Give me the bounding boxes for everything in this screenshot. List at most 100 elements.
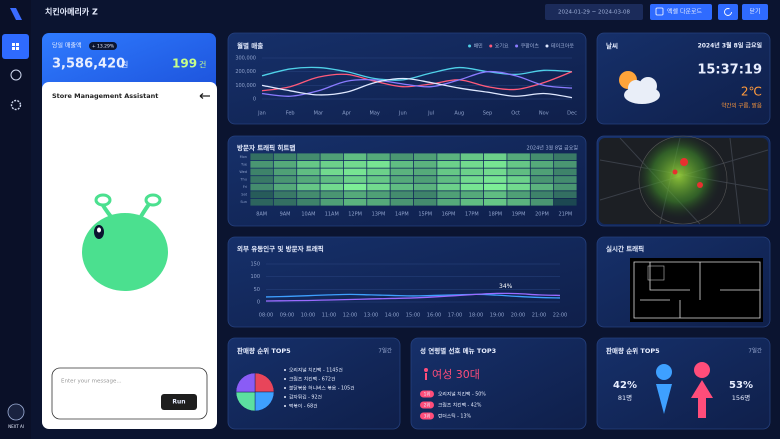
heat-cell	[297, 198, 320, 206]
x-tick-label: 15PM	[418, 212, 432, 218]
x-tick-label: 13PM	[372, 212, 386, 218]
heat-cell	[413, 176, 437, 183]
y-tick-label: 100	[250, 274, 260, 280]
heat-cell	[554, 176, 577, 183]
y-tick-label: 50	[254, 287, 260, 293]
heat-cell	[273, 176, 297, 183]
x-tick-label: 17:00	[448, 313, 462, 319]
chart-title: 월별 매출	[237, 41, 263, 50]
heat-cell	[343, 153, 367, 161]
heat-cell	[273, 198, 297, 206]
heat-cell	[460, 160, 484, 168]
heat-cell	[343, 160, 367, 168]
rank-label: 1위	[424, 391, 431, 398]
heat-cell	[320, 153, 344, 161]
heat-cell	[320, 191, 344, 199]
date-range-box[interactable]	[545, 4, 643, 20]
nav-dashboard[interactable]	[2, 34, 29, 59]
heat-cell	[554, 168, 577, 176]
heat-cell	[390, 153, 414, 161]
back-arrow[interactable]	[199, 93, 210, 99]
heat-cell	[483, 153, 507, 161]
date-range: 2024-01-29 ~ 2024-03-08	[558, 10, 631, 16]
heat-cell	[390, 168, 414, 176]
heat-cell	[530, 168, 554, 176]
y-tick-label: 0	[253, 97, 256, 103]
heat-cell	[507, 168, 530, 176]
list-bullet	[284, 396, 286, 398]
heat-cell	[297, 160, 320, 168]
message-input[interactable]	[51, 367, 208, 420]
x-tick-label: 12PM	[348, 212, 362, 218]
list-bullet	[284, 387, 286, 389]
heat-cell	[390, 198, 414, 206]
male-figure	[656, 364, 672, 414]
close-label: 닫기	[749, 8, 760, 16]
heat-cell	[413, 183, 437, 191]
heat-cell	[343, 198, 367, 206]
male-count: 81명	[618, 393, 632, 402]
heat-cell	[460, 191, 484, 199]
y-tick-label: 150	[250, 262, 260, 268]
heat-cell	[507, 198, 530, 206]
excel-button[interactable]	[650, 4, 712, 20]
heat-cell	[367, 153, 390, 161]
x-tick-label: 13:00	[364, 313, 378, 319]
traffic-panel	[227, 236, 587, 328]
top5-title: 판매량 순위 TOP5	[237, 346, 291, 355]
x-tick-label: 20:00	[511, 313, 525, 319]
rank-text: 런더스틱 - 13%	[438, 413, 472, 420]
heat-cell	[483, 191, 507, 199]
top5-item: 크림즈 치킨팩 - 672건	[289, 376, 335, 383]
pie-slice	[254, 391, 275, 412]
x-tick-label: Aug	[454, 111, 464, 117]
female-icon	[424, 368, 428, 380]
x-tick-label: 21PM	[558, 212, 572, 218]
heat-cell	[320, 168, 344, 176]
top5-item: 불닭볶음 허니버스 볶음 - 105건	[289, 385, 355, 392]
heat-cell	[437, 183, 460, 191]
run-button[interactable]	[161, 394, 197, 410]
series-line	[261, 70, 573, 97]
heat-cell	[483, 198, 507, 206]
heat-cell	[554, 191, 577, 199]
rank-badge	[420, 401, 434, 409]
heat-cell	[554, 153, 577, 161]
row-label: Sat	[241, 193, 247, 197]
x-tick-label: 12:00	[343, 313, 357, 319]
heat-cell	[437, 153, 460, 161]
row-label: Tue	[240, 162, 247, 166]
list-bullet	[284, 378, 286, 380]
heat-cell	[250, 168, 273, 176]
x-tick-label: Oct	[511, 111, 520, 117]
run-label: Run	[172, 399, 185, 406]
heat-cell	[273, 168, 297, 176]
brand: NEXT AI	[8, 424, 24, 429]
top5-item: 감자튀김 - 92건	[289, 394, 322, 401]
assistant-title: Store Management Assistant	[52, 92, 158, 100]
gender-panel	[596, 337, 771, 430]
y-tick-label: 300,000	[235, 56, 256, 62]
heat-cell	[530, 176, 554, 183]
gender-title: 판매량 순위 TOP5	[606, 346, 660, 355]
heat-cell	[390, 191, 414, 199]
list-bullet	[284, 405, 286, 407]
heat-cell	[250, 191, 273, 199]
nav-check[interactable]	[10, 69, 22, 81]
nav-settings[interactable]	[10, 99, 22, 111]
heat-cell	[554, 198, 577, 206]
refresh-button[interactable]	[718, 4, 738, 20]
rank-label: 2위	[424, 402, 431, 409]
preference-title: 성 연령별 선호 메뉴 TOP3	[420, 346, 496, 355]
legend-label: 쿠팡이츠	[521, 43, 540, 50]
x-tick-label: Jul	[427, 111, 434, 117]
close-button[interactable]	[742, 4, 768, 20]
rank-badge	[420, 412, 434, 420]
x-tick-label: 10AM	[301, 212, 315, 218]
row-label: Thu	[239, 178, 247, 182]
pie-slice	[235, 391, 256, 412]
x-tick-label: 14:00	[385, 313, 399, 319]
series-line	[265, 293, 561, 299]
heat-cell	[343, 183, 367, 191]
